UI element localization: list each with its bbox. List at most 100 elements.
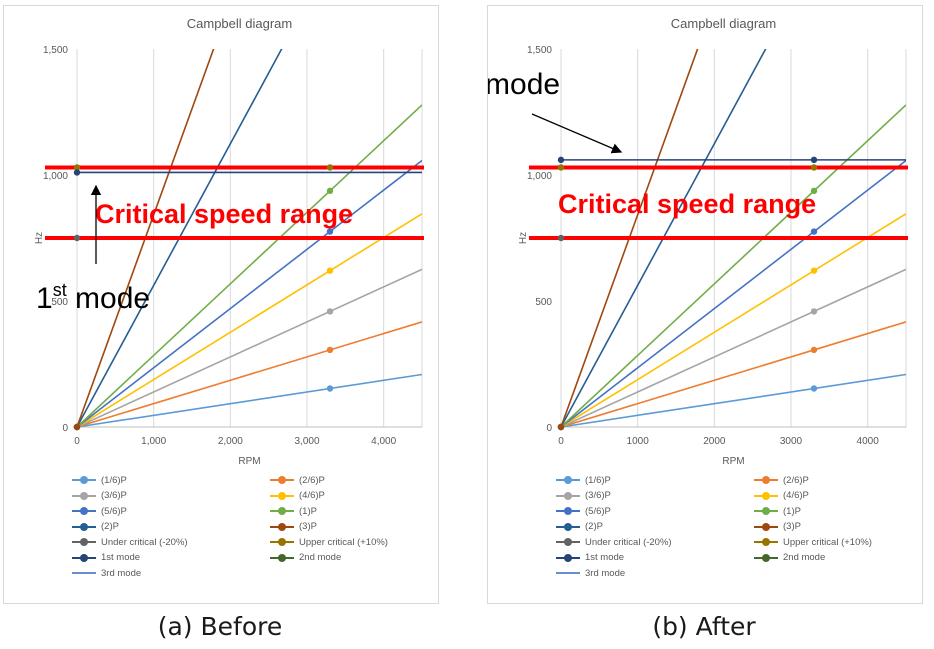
legend-item: (2)P (556, 520, 603, 534)
legend-swatch (72, 491, 96, 501)
series-line (561, 213, 906, 427)
series-line (561, 268, 906, 427)
y-axis-label: Hz (518, 232, 529, 244)
legend-item: 1st mode (556, 551, 624, 565)
series-marker (810, 228, 818, 235)
legend-label: (5/6)P (585, 505, 611, 517)
legend-swatch (72, 475, 96, 485)
x-tick-label: 3000 (780, 436, 803, 447)
legend-swatch (72, 506, 96, 516)
series-marker (810, 267, 818, 274)
legend-swatch (754, 522, 778, 532)
legend-item: (4/6)P (754, 489, 809, 503)
legend-label: 1st mode (585, 552, 625, 563)
series-line (77, 268, 422, 427)
critical-speed-range-label: Critical speed range (95, 199, 353, 229)
legend-item: (3/6)P (556, 489, 611, 503)
legend-swatch (270, 553, 294, 563)
legend-label: 3rd mode (585, 567, 626, 579)
legend-label: (2)P (585, 521, 603, 532)
series-marker (810, 346, 818, 354)
legend-swatch (270, 475, 294, 485)
x-tick-label: 0 (74, 436, 80, 447)
series-marker (326, 187, 334, 195)
legend-label: (2/6)P (783, 474, 809, 486)
series-marker (326, 228, 334, 235)
legend-item: 1st mode (72, 551, 140, 565)
first-mode-annotation: 1st mode (36, 280, 150, 315)
legend-swatch (72, 553, 96, 563)
legend-swatch (754, 537, 778, 547)
legend-item: Upper critical (+10%) (754, 535, 872, 549)
legend-item: (2/6)P (754, 473, 809, 487)
series-marker (810, 187, 818, 195)
series-marker (326, 308, 334, 315)
legend-item: (1/6)P (556, 473, 611, 487)
first-mode-annotation: 1st mode (488, 66, 560, 101)
legend-item: (2/6)P (270, 473, 325, 487)
x-tick-label: 4000 (857, 436, 880, 447)
legend-label: (1)P (299, 505, 317, 517)
legend-swatch (556, 537, 580, 547)
y-tick-label: 1,000 (527, 171, 552, 182)
legend-label: (1)P (783, 505, 801, 517)
campbell-chart-after: Campbell diagram 0 1000 2000 3000 4000 0 500 1,0… (488, 16, 908, 467)
caption-before: (a) Before (157, 612, 283, 641)
y-tick-label: 1,500 (527, 45, 552, 56)
series-marker (73, 169, 81, 176)
y-tick-label: 1,000 (43, 171, 68, 182)
series-line (561, 49, 699, 427)
legend-label: 3rd mode (101, 567, 142, 579)
series-line (77, 373, 422, 427)
legend-swatch (556, 522, 580, 532)
legend-swatch (270, 506, 294, 516)
legend-item: Upper critical (+10%) (270, 535, 388, 549)
x-tick-label: 0 (558, 436, 564, 447)
legend-item: 3rd mode (556, 566, 625, 580)
x-tick-label: 2000 (703, 436, 726, 447)
legend-label: (4/6)P (299, 490, 325, 501)
legend-label: (4/6)P (783, 490, 809, 501)
series-marker (557, 423, 565, 431)
legend-label: Upper critical (+10%) (299, 536, 388, 548)
y-tick-label: 500 (51, 297, 68, 308)
series-marker (810, 164, 818, 171)
chart-title: Campbell diagram (671, 16, 777, 31)
series-marker (557, 164, 565, 171)
series-marker (810, 156, 818, 164)
series-marker (557, 234, 565, 242)
legend-swatch (72, 522, 96, 532)
legend-item: (3)P (270, 520, 317, 534)
legend-item: (3)P (754, 520, 801, 534)
x-tick-label: 1,000 (141, 436, 166, 447)
annotation-arrow (531, 113, 623, 154)
legend-label: (2/6)P (299, 474, 325, 486)
legend-label: 2nd mode (299, 552, 342, 563)
series-line (561, 159, 906, 427)
series-line (77, 104, 422, 427)
x-tick-label: 4,000 (371, 436, 396, 447)
legend-swatch (556, 553, 580, 563)
legend-item: (1/6)P (72, 473, 127, 487)
series-line (77, 321, 422, 427)
legend-swatch (270, 537, 294, 547)
campbell-chart-before: Campbell diagram 0 1,000 2,000 3,000 4,000 0 50… (34, 16, 424, 467)
legend-item: 2nd mode (270, 551, 341, 565)
legend-item: 3rd mode (72, 566, 141, 580)
chart-panel-after: Campbell diagram 0 1000 2000 3000 4000 0 500 1,0… (487, 5, 923, 604)
x-tick-label: 1000 (627, 436, 650, 447)
series-marker (810, 385, 818, 392)
series-marker (326, 164, 334, 171)
legend-swatch (754, 506, 778, 516)
legend-swatch (556, 491, 580, 501)
x-axis-label: RPM (722, 456, 744, 467)
legend-label: 2nd mode (783, 552, 826, 563)
series-marker (810, 308, 818, 315)
legend-label: (1/6)P (101, 474, 127, 486)
series-marker (326, 346, 334, 354)
y-tick-label: 500 (535, 297, 552, 308)
x-tick-label: 3,000 (294, 436, 319, 447)
legend-swatch (754, 491, 778, 501)
legend-label: 1st mode (101, 552, 141, 563)
y-tick-label: 0 (62, 423, 68, 434)
